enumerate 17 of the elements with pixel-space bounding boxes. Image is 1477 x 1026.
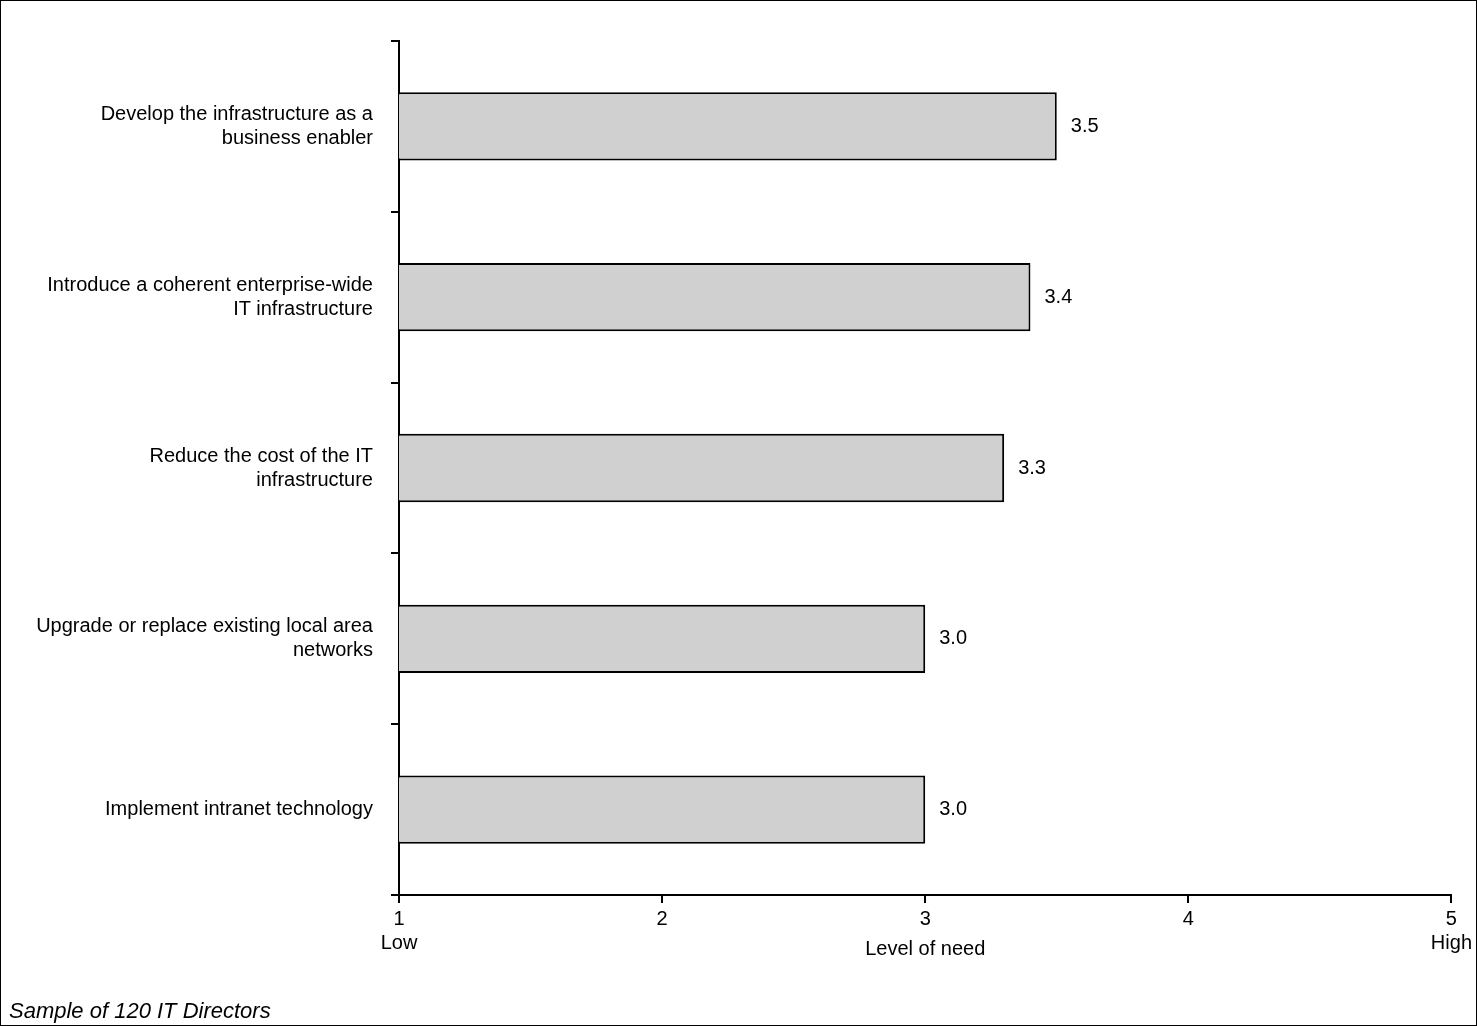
text: Sample of 120 IT Directors xyxy=(9,998,271,1024)
y-tick-label: Implement intranet technology xyxy=(105,797,373,820)
x-tick-label: 1 Low xyxy=(380,906,418,953)
data-label: 3.0 xyxy=(939,626,968,649)
x-axis-title: Level of need xyxy=(865,936,986,959)
y-tick-label: Introduce a coherent enterprise-wide IT infrastructure xyxy=(47,272,373,319)
data-label: 3.5 xyxy=(1070,113,1099,136)
data-label: 3.3 xyxy=(1018,455,1046,478)
x-tick-label: 5 High xyxy=(1430,906,1472,953)
y-tick-label: Reduce the cost of the IT infrastructure xyxy=(149,443,373,490)
x-tick-label: 2 xyxy=(656,906,668,929)
data-label: 3.0 xyxy=(939,797,968,820)
x-tick-label: 3 xyxy=(919,906,931,929)
y-tick-label: Develop the infrastructure as a business enabler xyxy=(100,101,374,148)
x-tick-label: 4 xyxy=(1182,906,1194,929)
data-label: 3.4 xyxy=(1044,284,1073,307)
y-tick-label: Upgrade or replace existing local area networks xyxy=(36,614,374,661)
